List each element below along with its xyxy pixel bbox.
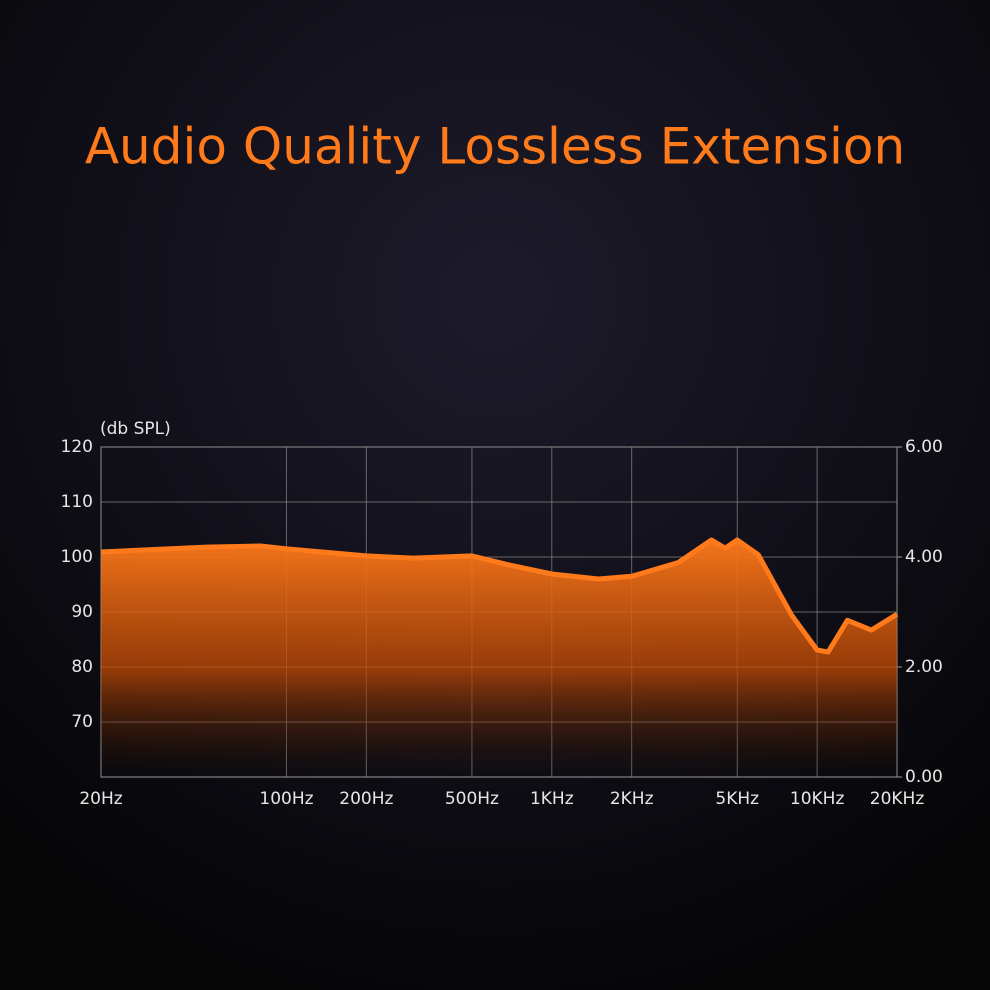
x-tick-label: 10KHz	[790, 789, 845, 809]
x-tick-label: 100Hz	[259, 789, 313, 809]
y2-tick-label: 2.00	[905, 657, 943, 677]
y-tick-label: 120	[61, 437, 93, 457]
y2-tick-label: 4.00	[905, 547, 943, 567]
x-tick-label: 5KHz	[715, 789, 759, 809]
response-line	[100, 537, 899, 655]
y-axis-label: (db SPL)	[100, 419, 171, 439]
x-tick-label: 2KHz	[610, 789, 654, 809]
x-tick-label: 20Hz	[79, 789, 122, 809]
y-tick-label: 100	[61, 547, 93, 567]
y-tick-label: 90	[71, 602, 93, 622]
x-tick-label: 500Hz	[445, 789, 499, 809]
x-tick-label: 200Hz	[339, 789, 393, 809]
y-tick-label: 70	[71, 712, 93, 732]
y-tick-label: 80	[71, 657, 93, 677]
y2-tick-label: 6.00	[905, 437, 943, 457]
area-fill	[101, 540, 897, 777]
y-tick-label: 110	[61, 492, 93, 512]
chart-title: Audio Quality Lossless Extension	[85, 118, 905, 176]
y2-tick-label: 0.00	[905, 767, 943, 787]
x-tick-label: 1KHz	[530, 789, 574, 809]
x-tick-label: 20KHz	[870, 789, 925, 809]
